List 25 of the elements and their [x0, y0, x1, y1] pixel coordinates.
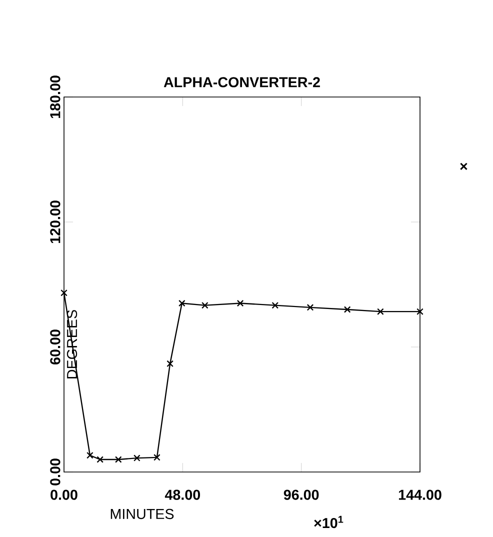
- point: [377, 308, 384, 316]
- point: [236, 300, 244, 307]
- point: [201, 302, 208, 309]
- point: [306, 304, 314, 311]
- point: [60, 289, 68, 296]
- point: [166, 360, 174, 368]
- point: [178, 300, 186, 307]
- y-tick-label: 180.00: [50, 76, 60, 118]
- point: [96, 456, 104, 463]
- text: ×: [460, 162, 468, 170]
- chart-title: ALPHA-CONVERTER-2: [164, 77, 320, 88]
- point: [272, 302, 279, 309]
- point: [134, 454, 140, 462]
- x-tick-label: 48.00: [164, 490, 200, 500]
- point: [416, 308, 424, 316]
- text: ×10$^{1}$: [314, 516, 344, 528]
- point: [344, 306, 351, 313]
- point: [154, 454, 160, 461]
- point: [86, 452, 94, 459]
- y-tick-label: 120.00: [50, 200, 60, 244]
- y-tick-label: 60.00: [50, 330, 60, 364]
- point: [114, 456, 122, 463]
- x-tick-label: 96.00: [284, 490, 319, 500]
- x-axis-title: MINUTES: [110, 508, 174, 520]
- x-tick-label: 144.00: [398, 490, 442, 500]
